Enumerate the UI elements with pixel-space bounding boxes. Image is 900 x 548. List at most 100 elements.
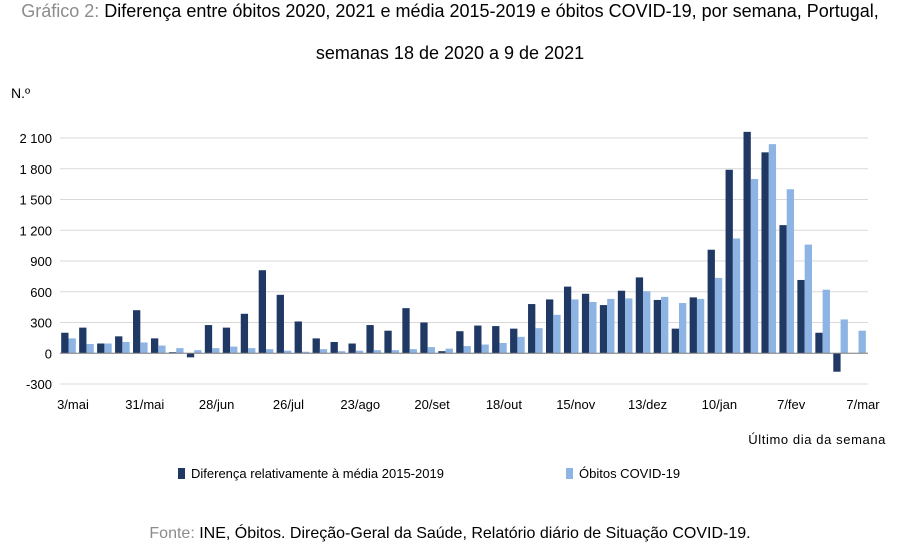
bar-covid [858,330,866,354]
x-tick-label: 23/ago [340,397,380,412]
x-axis-title: Último dia da semana [748,432,886,447]
bar-diferenca [761,152,769,354]
legend-item-diferenca: Diferença relativamente à média 2015-201… [178,466,444,481]
bar-diferenca [133,310,141,354]
legend-label-covid: Óbitos COVID-19 [579,466,681,481]
bar-covid [355,350,364,354]
bar-covid [158,345,166,354]
bar-diferenca [546,299,554,354]
chart-title-line-2: semanas 18 de 2020 a 9 de 2021 [315,43,585,63]
chart-number: Gráfico 2: [21,1,100,21]
bar-diferenca [348,343,356,354]
bar-covid [445,348,453,354]
bar-covid [176,348,184,354]
bar-covid [804,244,812,354]
bar-diferenca [707,249,715,354]
bar-diferenca [474,325,482,354]
source-text: INE, Óbitos. Direção-Geral da Saúde, Rel… [199,525,751,542]
bar-diferenca [420,322,428,354]
x-tick-label: 10/jan [702,397,737,412]
legend: Diferença relativamente à média 2015-201… [0,466,900,484]
bar-covid [463,346,471,354]
bar-chart: -300 0 300 600 900 1 200 1 500 1 800 2 100 3/mai… [19,131,880,412]
y-tick-label: 1 500 [19,193,52,208]
source-prefix: Fonte: [149,525,195,542]
bar-covid [517,336,525,354]
bar-covid [266,349,274,354]
bar-covid [409,349,417,354]
bar-covid [248,348,256,354]
bar-diferenca [671,328,679,354]
bar-diferenca [563,286,572,354]
bar-covid [625,298,633,354]
bar-diferenca [725,169,733,354]
bar-covid [750,179,759,354]
x-tick-label: 26/jul [273,397,304,412]
bar-diferenca [97,343,105,354]
y-axis-ticks: -300 0 300 600 900 1 200 1 500 1 800 2 100 [19,131,52,392]
y-tick-label: 300 [30,316,52,331]
y-tick-label: 900 [30,254,52,269]
bar-covid [607,298,615,354]
bar-diferenca [743,131,751,354]
bar-covid [86,344,94,354]
bar-diferenca [510,328,518,354]
bar-covid [301,351,310,354]
bar-diferenca [115,336,123,354]
bar-diferenca [581,293,590,354]
y-tick-label: -300 [26,377,52,392]
bar-covid [427,347,435,354]
bar-diferenca [276,294,284,354]
bar-diferenca [204,325,213,354]
bar-diferenca [779,225,787,354]
bar-diferenca [635,277,644,354]
bar-diferenca [79,327,87,354]
bar-diferenca [294,321,302,354]
bar-diferenca [617,290,626,354]
bar-diferenca [689,297,697,354]
x-tick-label: 3/mai [57,397,89,412]
bar-covid [553,314,561,354]
bar-covid [104,343,112,354]
bar-covid [319,349,328,354]
bar-covid [337,351,346,354]
x-axis-ticks: 3/mai 31/mai 28/jun 26/jul 23/ago 20/set 18/ou… [57,397,880,412]
bar-diferenca [61,332,69,354]
x-tick-label: 7/mar [846,397,880,412]
x-tick-label: 31/mai [125,397,164,412]
bar-diferenca [456,331,464,354]
bar-diferenca [222,327,231,354]
bar-diferenca [528,304,536,354]
bar-covid [122,341,130,354]
bar-covid [822,289,830,354]
bar-diferenca [653,299,662,354]
bar-covid [714,277,723,354]
bar-diferenca [186,353,195,358]
bar-diferenca [330,341,338,354]
x-tick-label: 20/set [414,397,450,412]
bar-covid [732,238,741,354]
bar-diferenca [312,338,320,354]
bar-covid [840,319,848,354]
bar-diferenca [258,270,267,354]
x-tick-label: 15/nov [556,397,596,412]
bar-covid [140,342,148,354]
source-note: Fonte: INE, Óbitos. Direção-Geral da Saú… [0,525,900,543]
bar-diferenca [384,330,392,354]
y-tick-label: 2 100 [19,131,52,146]
bar-covid [571,299,579,354]
legend-label-diferenca: Diferença relativamente à média 2015-201… [191,466,444,481]
x-tick-label: 18/out [486,397,523,412]
legend-item-covid: Óbitos COVID-19 [566,466,680,481]
x-tick-label: 7/fev [777,397,806,412]
bar-covid [481,344,489,354]
y-tick-label: 1 800 [19,162,52,177]
bar-covid [696,298,705,354]
bar-covid [194,350,202,354]
bar-diferenca [833,353,841,372]
chart-title-line-1: Gráfico 2: Diferença entre óbitos 2020, … [0,1,900,22]
bar-covid [786,189,795,354]
bar-diferenca [402,308,410,354]
bar-covid [589,302,597,354]
bar-covid [535,328,543,354]
